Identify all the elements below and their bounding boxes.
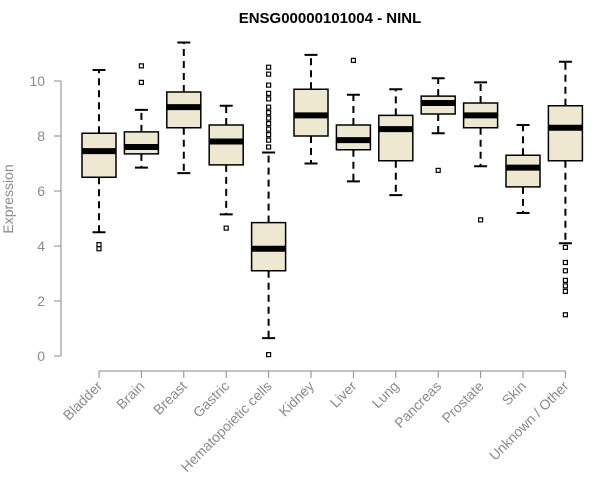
- box-lung: [378, 88, 414, 197]
- iqr-box: [505, 154, 541, 188]
- outlier-point: [266, 132, 272, 138]
- x-tick-label: Liver: [327, 378, 360, 411]
- outlier-point: [266, 137, 272, 143]
- iqr-box: [123, 131, 160, 155]
- outlier-point: [562, 288, 569, 294]
- outlier-point: [138, 63, 144, 69]
- boxes: [81, 41, 584, 358]
- box-pancreas: [420, 77, 456, 173]
- outlier-point: [266, 110, 272, 116]
- outlier-point: [562, 268, 569, 274]
- y-tick-label: 6: [37, 183, 45, 199]
- outlier-point: [266, 71, 272, 77]
- x-tick-label: Skin: [499, 378, 530, 409]
- y-tick-label: 10: [29, 73, 45, 89]
- outlier-point: [266, 82, 272, 88]
- y-tick-label: 0: [37, 348, 45, 364]
- outlier-point: [435, 167, 441, 173]
- iqr-box: [208, 124, 244, 166]
- y-tick-label: 2: [37, 293, 45, 309]
- outlier-point: [223, 225, 229, 231]
- box-unknown-other: [547, 60, 584, 318]
- outlier-point: [350, 57, 356, 63]
- axes: 0 2 4 6 8 10: [29, 73, 566, 372]
- outlier-point: [266, 144, 272, 150]
- box-liver: [335, 57, 372, 183]
- outlier-point: [266, 352, 272, 358]
- outlier-point: [562, 312, 569, 318]
- outlier-point: [266, 121, 272, 127]
- outlier-point: [266, 90, 272, 96]
- iqr-box: [378, 114, 414, 162]
- box-kidney: [293, 53, 329, 165]
- y-tick-label: 4: [37, 238, 45, 254]
- x-tick-label: Breast: [150, 378, 190, 418]
- outlier-point: [562, 259, 569, 266]
- x-tick-label: Brain: [113, 378, 147, 412]
- outlier-point: [266, 126, 272, 132]
- x-tick-label: Prostate: [439, 378, 487, 426]
- outlier-point: [562, 277, 569, 283]
- outlier-point: [266, 64, 272, 70]
- outlier-point: [96, 246, 102, 252]
- outlier-point: [266, 96, 272, 102]
- outlier-point: [266, 104, 272, 110]
- iqr-box: [81, 132, 117, 178]
- y-axis-label: Expression: [0, 164, 16, 233]
- x-tick-label: Kidney: [276, 378, 318, 420]
- outlier-point: [266, 115, 272, 121]
- x-tick-label: Unknown / Other: [486, 378, 572, 464]
- outlier-point: [138, 79, 144, 85]
- outlier-point: [562, 283, 569, 289]
- box-breast: [166, 41, 202, 175]
- outlier-point: [562, 244, 569, 250]
- y-tick-label: 8: [37, 128, 45, 144]
- box-brain: [123, 63, 160, 169]
- x-tick-label: Pancreas: [391, 378, 444, 431]
- box-skin: [505, 124, 541, 214]
- x-tick-label: Bladder: [60, 378, 106, 424]
- x-tick-label: Lung: [369, 378, 402, 411]
- box-bladder: [81, 69, 117, 252]
- chart-title: ENSG00000101004 - NINL: [239, 10, 422, 27]
- outlier-point: [96, 242, 102, 248]
- outlier-point: [478, 217, 484, 223]
- box-hematopoietic-cells: [250, 64, 287, 358]
- box-prostate: [462, 81, 499, 223]
- iqr-box: [547, 105, 584, 162]
- box-gastric: [208, 104, 244, 231]
